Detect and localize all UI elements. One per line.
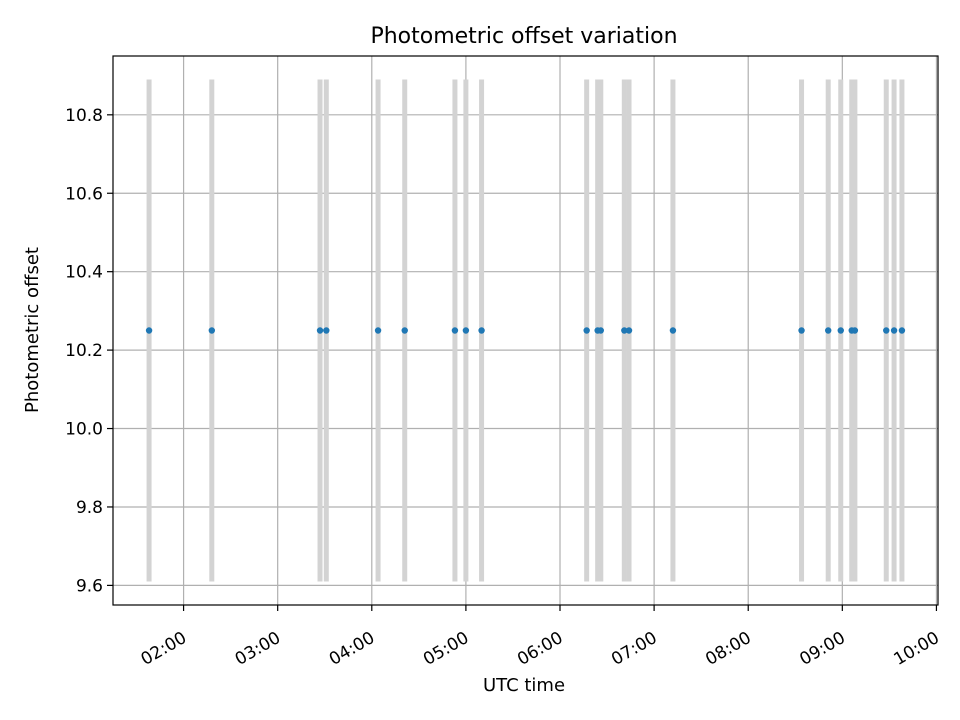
data-point (851, 327, 859, 334)
x-tick-label: 06:00 (514, 628, 566, 670)
data-point (316, 327, 324, 334)
x-tick-label: 02:00 (138, 628, 190, 670)
y-tick-label: 9.6 (76, 576, 103, 596)
plot-area-frame (112, 55, 939, 606)
x-tick-label: 08:00 (702, 628, 754, 670)
data-point (669, 327, 677, 334)
y-tick-label: 10.8 (65, 106, 103, 126)
x-tick-label: 09:00 (796, 628, 848, 670)
data-point (583, 327, 590, 334)
data-point (451, 327, 459, 334)
data-point (837, 327, 844, 334)
x-ticks: 02:00 03:00 04:00 05:00 06:00 07:00 08:00 09:00… (138, 605, 943, 670)
data-point (625, 327, 633, 334)
x-tick-label: 04:00 (326, 628, 378, 670)
grid (113, 56, 938, 605)
x-axis-label: UTC time (483, 675, 565, 696)
y-tick-label: 10.4 (65, 263, 103, 283)
y-tick-label: 10.2 (65, 341, 103, 361)
data-point (145, 327, 153, 334)
data-point (478, 327, 485, 334)
data-point (597, 327, 604, 334)
x-tick-label: 05:00 (420, 628, 472, 670)
data-point (890, 327, 898, 334)
x-tick-label: 07:00 (608, 628, 660, 670)
x-tick-label: 10:00 (890, 628, 942, 670)
data-point (401, 327, 408, 334)
data-point (798, 327, 805, 334)
x-tick-label: 03:00 (232, 628, 284, 670)
y-tick-label: 9.8 (76, 498, 103, 518)
data-point (374, 327, 382, 334)
data-points (145, 327, 906, 334)
y-ticks: 9.6 9.8 10.0 10.2 10.4 10.6 10.8 (65, 106, 113, 596)
data-point (323, 327, 330, 334)
data-point (898, 327, 906, 334)
data-point (208, 327, 216, 334)
data-point (883, 327, 890, 334)
y-tick-label: 10.0 (65, 420, 103, 440)
y-axis-label: Photometric offset (22, 247, 43, 413)
chart-title: Photometric offset variation (370, 24, 677, 49)
data-point (462, 327, 470, 334)
y-tick-label: 10.6 (65, 184, 103, 204)
error-bars (146, 79, 905, 582)
data-point (621, 327, 628, 334)
data-point (825, 327, 832, 334)
